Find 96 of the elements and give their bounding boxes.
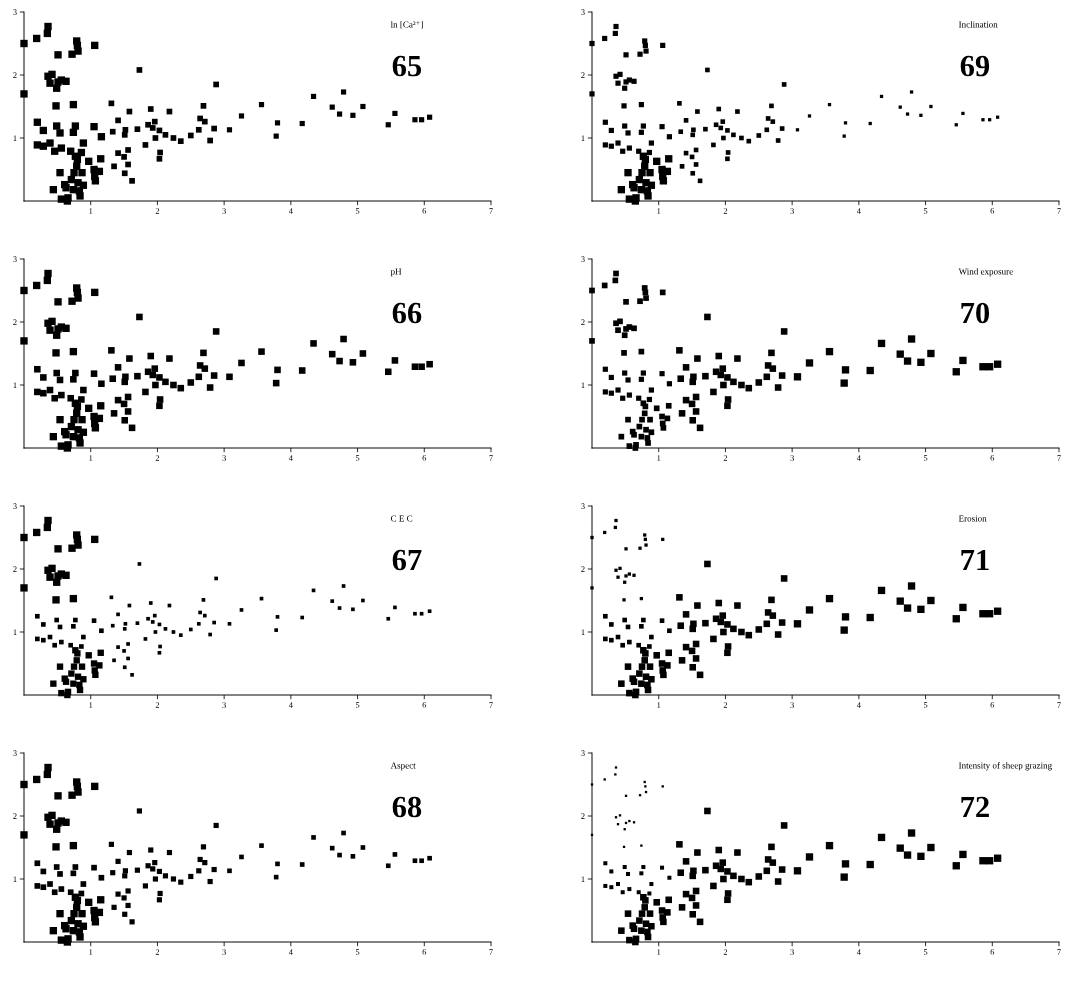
x-tick-label: 7 — [489, 949, 493, 955]
x-tick-label: 4 — [288, 949, 293, 955]
x-tick-label: 4 — [288, 702, 293, 708]
x-tick-label: 4 — [288, 208, 293, 214]
x-tick-label: 5 — [355, 949, 360, 955]
x-tick-label: 5 — [923, 949, 928, 955]
y-tick-label: 3 — [581, 9, 585, 15]
x-tick-label: 2 — [723, 208, 728, 214]
y-tick-label: 2 — [13, 813, 17, 819]
x-tick-label: 2 — [155, 208, 160, 214]
text: 70 — [961, 302, 990, 324]
y-tick-label: 2 — [581, 813, 585, 819]
y-tick-label: 3 — [13, 503, 17, 509]
y-tick-label: 2 — [13, 72, 17, 78]
text: C E C — [390, 515, 413, 522]
x-tick-label: 5 — [923, 208, 928, 214]
x-tick-label: 7 — [489, 455, 493, 461]
text: Erosion — [958, 515, 987, 522]
text: ln [Ca²⁺] — [390, 21, 423, 29]
x-tick-label: 7 — [489, 208, 493, 214]
x-tick-label: 7 — [489, 702, 493, 708]
y-tick-label: 2 — [13, 566, 17, 572]
x-tick-label: 3 — [790, 702, 794, 708]
x-tick-label: 6 — [422, 208, 427, 214]
x-tick-label: 4 — [288, 455, 293, 461]
y-tick-label: 1 — [581, 382, 585, 388]
x-tick-label: 6 — [990, 208, 995, 214]
x-tick-label: 4 — [856, 208, 861, 214]
text: 68 — [392, 796, 422, 818]
y-tick-label: 1 — [13, 382, 17, 388]
y-tick-label: 3 — [581, 750, 585, 756]
x-tick-label: 1 — [89, 208, 93, 214]
y-tick-label: 1 — [581, 876, 585, 882]
text: Wind exposure — [958, 268, 1013, 277]
text: Inclination — [958, 21, 998, 28]
y-tick-label: 1 — [13, 876, 17, 882]
y-tick-label: 3 — [13, 9, 17, 15]
x-tick-label: 4 — [856, 702, 861, 708]
x-tick-label: 1 — [89, 949, 93, 955]
x-tick-label: 6 — [422, 455, 427, 461]
text: 65 — [392, 55, 422, 77]
y-tick-label: 3 — [581, 256, 585, 262]
x-tick-label: 2 — [723, 455, 728, 461]
x-tick-label: 3 — [790, 949, 794, 955]
x-tick-label: 1 — [657, 455, 661, 461]
x-tick-label: 7 — [1057, 949, 1061, 955]
text: 69 — [960, 55, 990, 77]
x-tick-label: 7 — [1057, 702, 1061, 708]
x-tick-label: 7 — [1057, 455, 1061, 461]
x-tick-label: 2 — [155, 455, 160, 461]
y-tick-label: 1 — [13, 629, 17, 635]
x-tick-label: 1 — [89, 702, 93, 708]
y-tick-label: 2 — [581, 72, 585, 78]
x-tick-label: 1 — [657, 208, 661, 214]
x-tick-label: 5 — [923, 455, 928, 461]
y-tick-label: 2 — [13, 319, 17, 325]
x-tick-label: 2 — [155, 949, 160, 955]
text: 67 — [392, 549, 422, 571]
text: 72 — [961, 796, 989, 818]
x-tick-label: 7 — [1057, 208, 1061, 214]
y-tick-label: 2 — [581, 319, 585, 325]
x-tick-label: 3 — [222, 208, 226, 214]
y-tick-label: 1 — [581, 135, 585, 141]
y-tick-label: 2 — [581, 566, 585, 572]
x-tick-label: 1 — [657, 702, 661, 708]
x-tick-label: 3 — [790, 455, 794, 461]
x-tick-label: 2 — [723, 949, 728, 955]
x-tick-label: 5 — [355, 208, 360, 214]
x-tick-label: 2 — [155, 702, 160, 708]
y-tick-label: 1 — [581, 629, 585, 635]
x-tick-label: 3 — [222, 949, 226, 955]
y-tick-label: 3 — [13, 256, 17, 262]
x-tick-label: 2 — [723, 702, 728, 708]
x-tick-label: 6 — [990, 702, 995, 708]
x-tick-label: 3 — [222, 455, 226, 461]
x-tick-label: 5 — [355, 455, 360, 461]
x-tick-label: 6 — [990, 455, 995, 461]
x-tick-label: 4 — [856, 949, 861, 955]
x-tick-label: 1 — [657, 949, 661, 955]
x-tick-label: 6 — [990, 949, 995, 955]
x-tick-label: 6 — [422, 949, 427, 955]
x-tick-label: 3 — [222, 702, 226, 708]
x-tick-label: 5 — [355, 702, 360, 708]
x-tick-label: 5 — [923, 702, 928, 708]
text: 66 — [392, 302, 422, 324]
text: 71 — [961, 549, 989, 571]
x-tick-label: 4 — [856, 455, 861, 461]
text: Aspect — [390, 762, 416, 771]
x-tick-label: 6 — [422, 702, 427, 708]
x-tick-label: 3 — [790, 208, 794, 214]
x-tick-label: 1 — [89, 455, 93, 461]
text: Intensity of sheep grazing — [958, 762, 1052, 771]
y-tick-label: 3 — [13, 750, 17, 756]
y-tick-label: 1 — [13, 135, 17, 141]
y-tick-label: 3 — [581, 503, 585, 509]
text: pH — [390, 268, 402, 277]
